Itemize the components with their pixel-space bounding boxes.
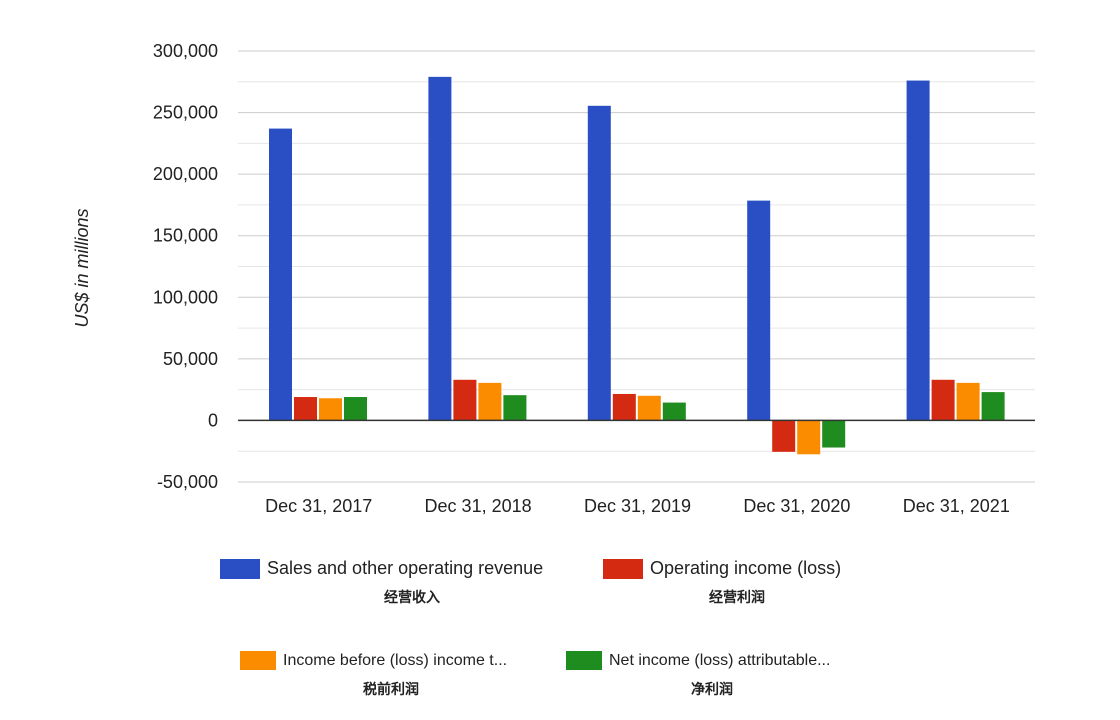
y-tick-label: 150,000 bbox=[153, 226, 218, 246]
legend-swatch bbox=[220, 558, 260, 579]
x-tick-label: Dec 31, 2019 bbox=[584, 496, 691, 516]
y-tick-label: 50,000 bbox=[163, 349, 218, 369]
y-tick-label: -50,000 bbox=[157, 472, 218, 492]
x-tick-label: Dec 31, 2021 bbox=[903, 496, 1010, 516]
bar-series-3-2[interactable] bbox=[478, 382, 502, 421]
x-tick-label: Dec 31, 2017 bbox=[265, 496, 372, 516]
bar-series-2-4[interactable] bbox=[772, 420, 796, 452]
bar-series-3-1[interactable] bbox=[319, 398, 342, 421]
bar-series-4-4[interactable] bbox=[822, 420, 846, 448]
bar-series-1-3[interactable] bbox=[587, 105, 611, 421]
legend-label: Income before (loss) income t... bbox=[283, 651, 508, 669]
legend-item-3[interactable]: Income before (loss) income t... bbox=[240, 651, 507, 670]
bar-series-1-1[interactable] bbox=[269, 128, 292, 421]
y-tick-label: 0 bbox=[208, 410, 218, 430]
bar-series-4-2[interactable] bbox=[503, 395, 527, 421]
y-tick-label: 200,000 bbox=[153, 164, 218, 184]
y-axis-ticks: -50,000 0 50,000 100,000 150,000 200,000 250,0… bbox=[153, 41, 218, 492]
y-tick-label: 250,000 bbox=[153, 103, 218, 123]
y-tick-label: 100,000 bbox=[153, 287, 218, 307]
legend-sublabel: 净利润 bbox=[691, 682, 733, 698]
bar-series-2-5[interactable] bbox=[931, 379, 955, 421]
bar-series-3-5[interactable] bbox=[956, 382, 980, 421]
bar-series-2-1[interactable] bbox=[294, 397, 317, 421]
legend-item-1[interactable]: Sales and other operating revenue bbox=[220, 558, 543, 579]
bar-series-2-3[interactable] bbox=[612, 393, 636, 421]
bar-series-1-2[interactable] bbox=[428, 76, 452, 421]
y-axis-label: US$ in millions bbox=[72, 208, 92, 327]
bars bbox=[269, 76, 1005, 455]
legend-swatch bbox=[603, 558, 643, 579]
bar-series-1-4[interactable] bbox=[747, 200, 771, 421]
bar-series-4-3[interactable] bbox=[662, 402, 686, 421]
bar-series-3-4[interactable] bbox=[797, 420, 821, 455]
bar-series-4-1[interactable] bbox=[344, 397, 367, 421]
y-tick-label: 300,000 bbox=[153, 41, 218, 61]
bar-series-2-2[interactable] bbox=[453, 379, 477, 421]
x-axis-ticks: Dec 31, 2017 Dec 31, 2018 Dec 31, 2019 Dec … bbox=[265, 496, 1010, 516]
x-tick-label: Dec 31, 2018 bbox=[425, 496, 532, 516]
legend-label: Operating income (loss) bbox=[650, 558, 842, 578]
legend-label: Sales and other operating revenue bbox=[267, 558, 544, 578]
legend-sublabel: 经营利润 bbox=[709, 590, 765, 606]
x-tick-label: Dec 31, 2020 bbox=[743, 496, 850, 516]
legend-item-4[interactable]: Net income (loss) attributable... bbox=[566, 651, 830, 670]
legend-item-2[interactable]: Operating income (loss) bbox=[603, 558, 841, 579]
grid-lines bbox=[238, 50, 1035, 483]
bar-series-4-5[interactable] bbox=[981, 392, 1005, 421]
bar-series-3-3[interactable] bbox=[637, 395, 661, 421]
legend-label: Net income (loss) attributable... bbox=[609, 651, 831, 669]
legend-sublabel: 税前利润 bbox=[363, 682, 419, 698]
legend-sublabel: 经营收入 bbox=[384, 590, 440, 606]
legend-swatch bbox=[240, 651, 276, 670]
bar-series-1-5[interactable] bbox=[906, 80, 930, 421]
legend-swatch bbox=[566, 651, 602, 670]
